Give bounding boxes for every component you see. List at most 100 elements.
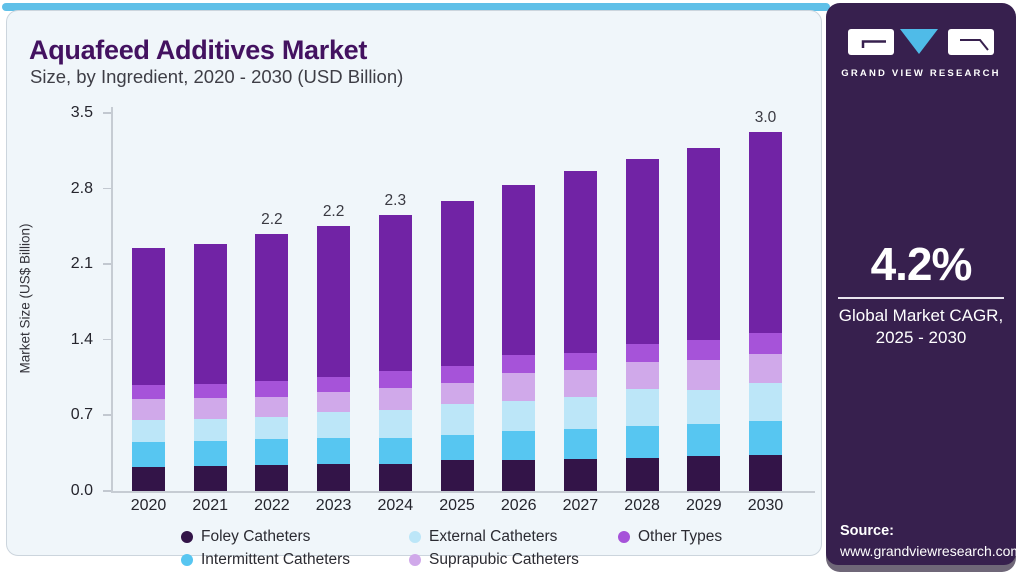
y-axis-line xyxy=(111,107,113,492)
bar-segment xyxy=(687,147,721,340)
bar-segment xyxy=(749,455,782,491)
bar-segment xyxy=(317,226,351,377)
legend-swatch-icon xyxy=(409,531,421,543)
bar-segment xyxy=(317,391,351,413)
cagr-divider xyxy=(838,297,1004,299)
bar-segment xyxy=(687,389,721,425)
logo-r-icon xyxy=(948,29,994,55)
y-tick-mark xyxy=(103,112,111,114)
bar-segment xyxy=(687,339,721,361)
bar-segment xyxy=(749,132,782,334)
y-tick-mark xyxy=(103,338,111,341)
bar-segment xyxy=(378,463,412,491)
top-accent-strip xyxy=(2,3,830,11)
bar-segment xyxy=(625,362,659,390)
bar-segment xyxy=(440,434,474,460)
legend-item: Other Types xyxy=(618,528,722,546)
y-tick-mark xyxy=(103,263,111,265)
bar-segment xyxy=(193,398,227,419)
bar-segment xyxy=(563,370,597,398)
legend-item: Suprapubic Catheters xyxy=(409,551,579,569)
cagr-value: 4.2% xyxy=(870,238,973,290)
bar-segment xyxy=(749,333,782,354)
bar-2028 xyxy=(625,159,659,491)
legend-swatch-icon xyxy=(181,531,193,543)
bar-segment xyxy=(193,418,227,442)
bar-2024 xyxy=(378,214,412,491)
bar-2025 xyxy=(440,200,474,491)
legend-swatch-icon xyxy=(181,554,193,566)
x-tick-label: 2020 xyxy=(130,497,167,514)
legend-swatch-icon xyxy=(618,531,630,543)
source-label: Source: xyxy=(840,523,894,539)
gvr-logo: GRAND VIEW RESEARCH xyxy=(826,29,1016,79)
bar-2030 xyxy=(749,132,782,491)
x-tick-label: 2025 xyxy=(439,497,475,514)
gvr-logo-icon xyxy=(848,29,994,55)
bar-segment xyxy=(378,410,412,439)
bar-segment xyxy=(440,365,474,384)
bar-segment xyxy=(378,388,412,410)
source-url: www.grandviewresearch.com xyxy=(840,543,1023,559)
bar-segment xyxy=(255,380,289,398)
y-tick-mark xyxy=(103,187,111,190)
y-axis-title: Market Size (US$ Billion) xyxy=(17,223,33,374)
legend-item: Intermittent Catheters xyxy=(181,551,350,569)
y-tick-label: 2.1 xyxy=(70,255,93,273)
brand-name: GRAND VIEW RESEARCH xyxy=(841,68,1001,79)
bar-segment xyxy=(625,389,659,427)
bar-segment xyxy=(563,458,597,491)
bar-segment xyxy=(378,371,412,389)
bar-value-label: 2.2 xyxy=(322,203,345,221)
bar-segment xyxy=(317,463,351,491)
y-tick-label: 3.5 xyxy=(70,104,93,121)
legend-label: Other Types xyxy=(638,528,723,545)
y-tick-mark xyxy=(103,414,111,416)
bar-segment xyxy=(132,248,165,386)
bar-segment xyxy=(563,397,597,430)
bar-segment xyxy=(625,159,659,345)
page-subtitle: Size, by Ingredient, 2020 - 2030 (USD Bi… xyxy=(30,66,404,87)
x-tick-label: 2030 xyxy=(747,497,784,514)
x-tick-label: 2022 xyxy=(254,497,290,514)
bar-2026 xyxy=(502,185,536,491)
bar-segment xyxy=(132,399,165,420)
bar-segment xyxy=(563,171,597,353)
bar-2022 xyxy=(255,234,289,491)
bar-segment xyxy=(440,383,474,404)
y-tick-label: 0.7 xyxy=(70,406,93,424)
bar-segment xyxy=(255,234,289,381)
bar-segment xyxy=(132,467,165,491)
x-tick-label: 2023 xyxy=(315,497,352,514)
bar-segment xyxy=(378,214,412,372)
chart-panel: Aquafeed Additives Market Size, by Ingre… xyxy=(6,10,822,568)
bar-segment xyxy=(255,416,289,440)
legend-label: Foley Catheters xyxy=(201,528,311,545)
page-title: Aquafeed Additives Market xyxy=(29,35,368,65)
bar-segment xyxy=(132,442,165,468)
cagr-label-line2: 2025 - 2030 xyxy=(875,328,967,347)
legend-label: Suprapubic Catheters xyxy=(429,551,579,568)
legend-label: External Catheters xyxy=(429,528,558,545)
bar-2020 xyxy=(132,248,165,491)
bar-segment xyxy=(502,401,536,431)
cagr-label: Global Market CAGR, 2025 - 2030 xyxy=(826,305,1016,349)
bar-segment xyxy=(625,426,659,458)
bar-segment xyxy=(317,438,351,464)
bar-2023 xyxy=(317,226,351,491)
bar-segment xyxy=(502,430,536,460)
legend-swatch-icon xyxy=(409,554,421,566)
y-tick-label: 2.8 xyxy=(70,179,93,197)
bar-segment xyxy=(749,420,782,456)
bar-value-label: 2.3 xyxy=(384,191,407,209)
x-tick-label: 2028 xyxy=(624,497,660,514)
x-tick-label: 2021 xyxy=(192,497,228,514)
bar-segment xyxy=(317,412,351,439)
y-tick-label: 1.4 xyxy=(70,330,93,348)
brand-sidebar: GRAND VIEW RESEARCH 4.2% Global Market C… xyxy=(826,3,1022,565)
bar-segment xyxy=(255,465,289,491)
logo-v-icon xyxy=(900,29,938,54)
bar-segment xyxy=(193,466,227,491)
legend-label: Intermittent Catheters xyxy=(201,551,351,568)
